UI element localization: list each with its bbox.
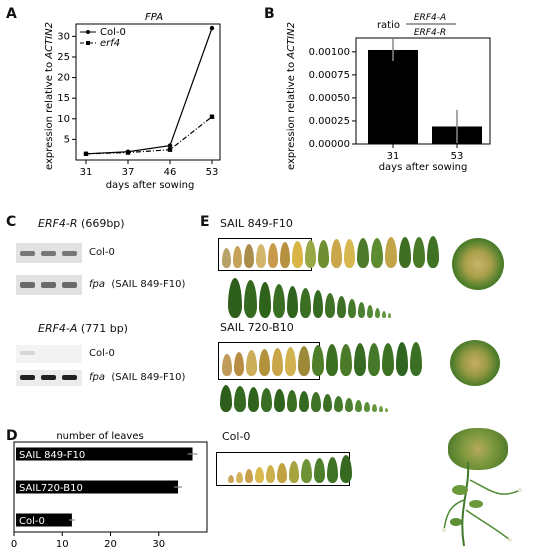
xtick-label-a-46: 46 (164, 167, 177, 178)
ytick-label-b-0.00100: 0.00100 (309, 47, 350, 58)
chart-a-xlabel: days after sowing (106, 180, 195, 191)
label-sail-720: SAIL 720-B10 (220, 321, 294, 334)
xtick-label-a-53: 53 (206, 167, 219, 178)
xtick-label-b-31: 31 (387, 151, 400, 162)
chart-a-frame (75, 23, 221, 161)
point-erf4-31 (83, 151, 89, 157)
chart-a-yaxis: 5 10 15 20 25 30 (57, 31, 76, 145)
leaf-series-849-row1 (222, 236, 439, 268)
leaf-series-720-row2 (220, 384, 388, 412)
leaf-series-col0 (228, 453, 352, 483)
chart-d-leaves: number of leaves SAIL 849-F10 SAIL720-B10… (11, 431, 208, 550)
chart-a-series (83, 25, 215, 157)
point-erf4-37 (125, 150, 131, 155)
ytick-label-b-0.00075: 0.00075 (309, 70, 350, 81)
bar-d-0 (16, 447, 193, 461)
ytick-label-b-0.00025: 0.00025 (309, 116, 350, 127)
ytick-label-a-20: 20 (57, 73, 70, 84)
point-erf4-53 (209, 114, 215, 119)
chart-d-title: number of leaves (56, 431, 143, 442)
chart-a-title: FPA (145, 12, 163, 23)
legend-erf4: erf4 (100, 38, 120, 49)
panel-letter-d: D (6, 428, 18, 444)
panel-letter-c: C (6, 214, 17, 230)
xtick-label-a-37: 37 (122, 167, 135, 178)
chart-b-yaxis: 0.00000 0.00025 0.00050 0.00075 0.00100 (309, 47, 356, 150)
chart-a-ylabel: expression relative to ACTIN2 (44, 22, 55, 170)
chart-b-ratio-prefix: ratio (377, 20, 400, 31)
legend-col0: Col-0 (100, 27, 126, 38)
label-col0: Col-0 (222, 430, 251, 443)
point-col0-46 (167, 143, 173, 148)
chart-d-xaxis: 0 10 20 30 (11, 532, 165, 550)
gel2-label-fpa: fpa (SAIL 849-F10) (89, 372, 186, 383)
xtick-label-d-10: 10 (56, 539, 69, 550)
chart-a-xaxis: 31 37 46 53 (80, 160, 219, 178)
bar-label-d-0: SAIL 849-F10 (19, 450, 85, 461)
panel-letter-a: A (6, 6, 17, 22)
xtick-label-b-53: 53 (451, 151, 464, 162)
ytick-label-a-10: 10 (57, 114, 70, 125)
gel1-label-fpa: fpa (SAIL 849-F10) (89, 279, 186, 290)
bar-b-31 (368, 49, 418, 145)
gel1-lane-col0 (16, 243, 82, 263)
gel2-label-col0: Col-0 (89, 348, 115, 359)
gel1-label-col0: Col-0 (89, 247, 115, 258)
ytick-label-b-0.00050: 0.00050 (309, 93, 350, 104)
series-line-erf4 (85, 116, 213, 155)
xtick-label-d-20: 20 (104, 539, 117, 550)
chart-b-ylabel: expression relative to ACTIN2 (286, 22, 297, 170)
bar-d-1 (16, 480, 179, 494)
xtick-label-d-0: 0 (11, 539, 17, 550)
gel2-title: ERF4-A (771 bp) (38, 322, 128, 335)
xtick-label-a-31: 31 (80, 167, 93, 178)
panel-letter-e: E (200, 214, 210, 230)
chart-b-frame (355, 37, 491, 145)
ytick-label-b-0.00000: 0.00000 (309, 139, 350, 150)
bar-d-2 (16, 513, 72, 527)
panel-letter-b: B (264, 6, 275, 22)
chart-b-ratio-num: ERF4-A (414, 13, 446, 23)
bar-label-d-2: Col-0 (19, 516, 45, 527)
chart-a-fpa-expression: FPA 5 10 15 20 25 30 31 37 46 53 Col-0 erf4 days… (44, 12, 221, 191)
ytick-label-a-5: 5 (64, 134, 70, 145)
leaf-series-720-row1 (222, 342, 422, 376)
label-sail-849: SAIL 849-F10 (220, 217, 293, 230)
ytick-label-a-30: 30 (57, 31, 70, 42)
bar-label-d-1: SAIL720-B10 (19, 483, 83, 494)
chart-a-legend: Col-0 erf4 (80, 27, 126, 49)
rosette-sail-849 (452, 238, 504, 290)
chart-d-bars: SAIL 849-F10 SAIL720-B10 Col-0 (16, 447, 198, 527)
chart-b-bars (368, 38, 482, 145)
point-erf4-46 (167, 147, 173, 152)
ytick-label-a-25: 25 (57, 52, 70, 63)
gel1-lane-fpa (16, 275, 82, 295)
chart-b-xlabel: days after sowing (379, 162, 468, 173)
chart-b-xaxis: 31 53 (387, 144, 464, 162)
chart-b-ratio: ratio ERF4-A ERF4-R 0.00000 0.00025 0.0005… (286, 13, 491, 173)
point-col0-53 (209, 25, 215, 31)
gel1-title: ERF4-R (669bp) (38, 217, 125, 230)
chart-b-ratio-den: ERF4-R (414, 28, 446, 38)
ytick-label-a-15: 15 (57, 93, 70, 104)
col0-plant-rosette (448, 428, 508, 470)
rosette-sail-720 (450, 340, 500, 386)
leaf-series-849-row2 (228, 276, 391, 318)
gel2-lane-col0 (16, 345, 82, 363)
xtick-label-d-30: 30 (152, 539, 165, 550)
gel2-lane-fpa (16, 370, 82, 386)
col0-plant-inflorescence (442, 461, 522, 547)
